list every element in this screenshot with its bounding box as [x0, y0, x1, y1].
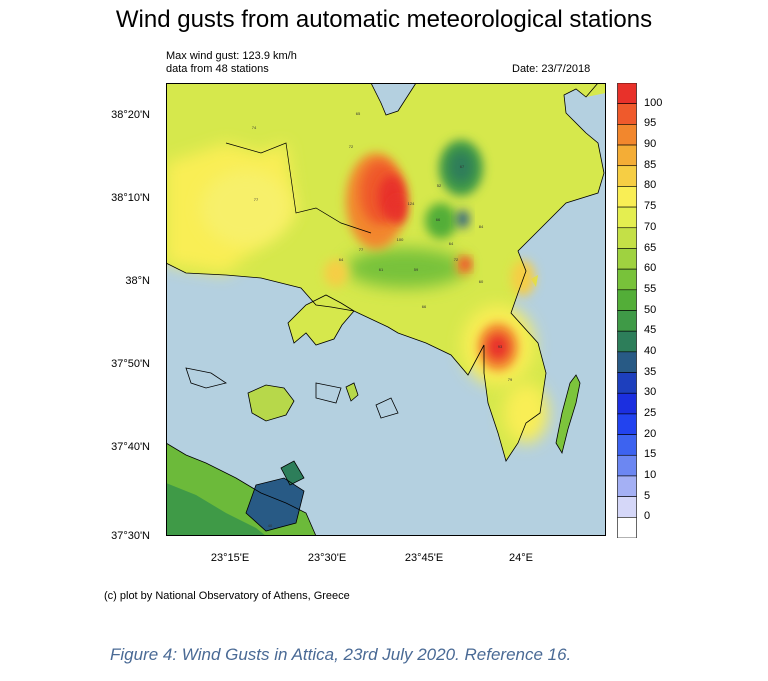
colorbar-label: 35 [644, 365, 657, 378]
colorbar-swatch [617, 248, 637, 270]
station-value: 77 [359, 247, 364, 252]
station-value: 61 [379, 267, 384, 272]
colorbar-label: 100 [644, 96, 663, 109]
colorbar-label: 60 [644, 262, 657, 275]
lon-tick-label: 24°E [509, 552, 533, 564]
station-value: 65 [356, 111, 361, 116]
colorbar-label: 10 [644, 469, 657, 481]
colorbar-label: 80 [644, 179, 657, 192]
colorbar-swatch [617, 475, 637, 497]
station-value: 67 [460, 164, 465, 169]
map-frame [166, 83, 606, 536]
figure-caption: Figure 4: Wind Gusts in Attica, 23rd Jul… [110, 645, 572, 664]
coastline [166, 83, 605, 536]
colorbar-label: 50 [644, 303, 657, 316]
colorbar-swatch [617, 144, 637, 167]
colorbar-swatch [617, 227, 637, 249]
colorbar-label: 65 [644, 241, 657, 254]
colorbar-swatch [617, 434, 637, 456]
colorbar-label: 55 [644, 282, 657, 295]
colorbar-label: 15 [644, 448, 657, 461]
colorbar-label: 85 [644, 158, 657, 171]
colorbar-label: 45 [644, 324, 657, 337]
wind-gust-map: 74 72 77 65 67 52 124 100 77 64 61 59 66… [166, 83, 606, 536]
station-value: 40 [268, 523, 273, 528]
lon-tick-label: 23°45'E [404, 552, 444, 564]
lat-tick-label: 37°40'N [111, 441, 150, 453]
station-value: 74 [252, 125, 257, 130]
lat-tick-label: 37°50'N [111, 358, 150, 370]
lon-tick-label: 23°30'E [307, 552, 347, 564]
gust-contours [166, 140, 548, 443]
colorbar-label: 5 [644, 489, 651, 502]
colorbar-label: 20 [644, 427, 657, 440]
stations-count-label: data from 48 stations [166, 63, 269, 75]
colorbar-swatch [617, 124, 637, 146]
date-label: Date: 23/7/2018 [512, 63, 591, 75]
colorbar-label: 30 [644, 386, 657, 399]
colorbar-swatch [617, 330, 637, 353]
colorbar-label: 0 [644, 510, 651, 523]
colorbar [617, 83, 637, 538]
colorbar-swatch [617, 165, 637, 187]
colorbar-swatch [617, 310, 637, 332]
station-value: 60 [479, 279, 484, 284]
lat-tick-label: 38°10'N [111, 192, 150, 204]
colorbar-label: 90 [644, 138, 657, 150]
lat-tick-label: 38°N [125, 275, 150, 287]
lon-tick-label: 23°15'E [210, 552, 250, 564]
station-value: 124 [408, 201, 415, 206]
colorbar-swatch [617, 206, 637, 229]
credit-text: (c) plot by National Observatory of Athe… [104, 590, 350, 602]
colorbar-label: 70 [644, 220, 657, 233]
colorbar-label: 75 [644, 200, 657, 213]
colorbar-swatch [617, 413, 637, 435]
colorbar-swatch [617, 103, 637, 125]
station-value: 64 [339, 257, 344, 262]
colorbar-swatch [617, 289, 637, 311]
station-value: 52 [437, 183, 442, 188]
colorbar-swatch [617, 186, 637, 208]
station-value: 84 [479, 224, 484, 229]
lat-tick-label: 38°20'N [111, 109, 150, 121]
station-value: 64 [449, 241, 454, 246]
region-border [225, 142, 372, 234]
colorbar-swatch [617, 496, 637, 518]
colorbar-swatch [617, 454, 637, 477]
station-labels: 74 72 77 65 67 52 124 100 77 64 61 59 66… [252, 111, 513, 528]
colorbar-swatch [617, 351, 637, 373]
colorbar-label: 40 [644, 344, 657, 357]
station-value: 66 [422, 304, 427, 309]
map-title: Wind gusts from automatic meteorological… [115, 6, 653, 33]
station-value: 66 [436, 217, 441, 222]
colorbar-label: 25 [644, 406, 657, 419]
colorbar-swatch [617, 83, 637, 104]
station-value: 79 [508, 377, 513, 382]
station-value: 72 [454, 257, 459, 262]
colorbar-swatch [617, 268, 637, 291]
max-gust-label: Max wind gust: 123.9 km/h [166, 50, 297, 62]
lat-tick-label: 37°30'N [111, 530, 150, 542]
colorbar-swatch [617, 517, 637, 538]
colorbar-label: 95 [644, 117, 657, 130]
colorbar-swatch [617, 372, 637, 394]
station-value: 59 [414, 267, 419, 272]
station-value: 93 [498, 344, 503, 349]
station-value: 72 [349, 144, 354, 149]
station-value: 100 [397, 237, 404, 242]
colorbar-swatch [617, 392, 637, 415]
station-value: 77 [254, 197, 259, 202]
